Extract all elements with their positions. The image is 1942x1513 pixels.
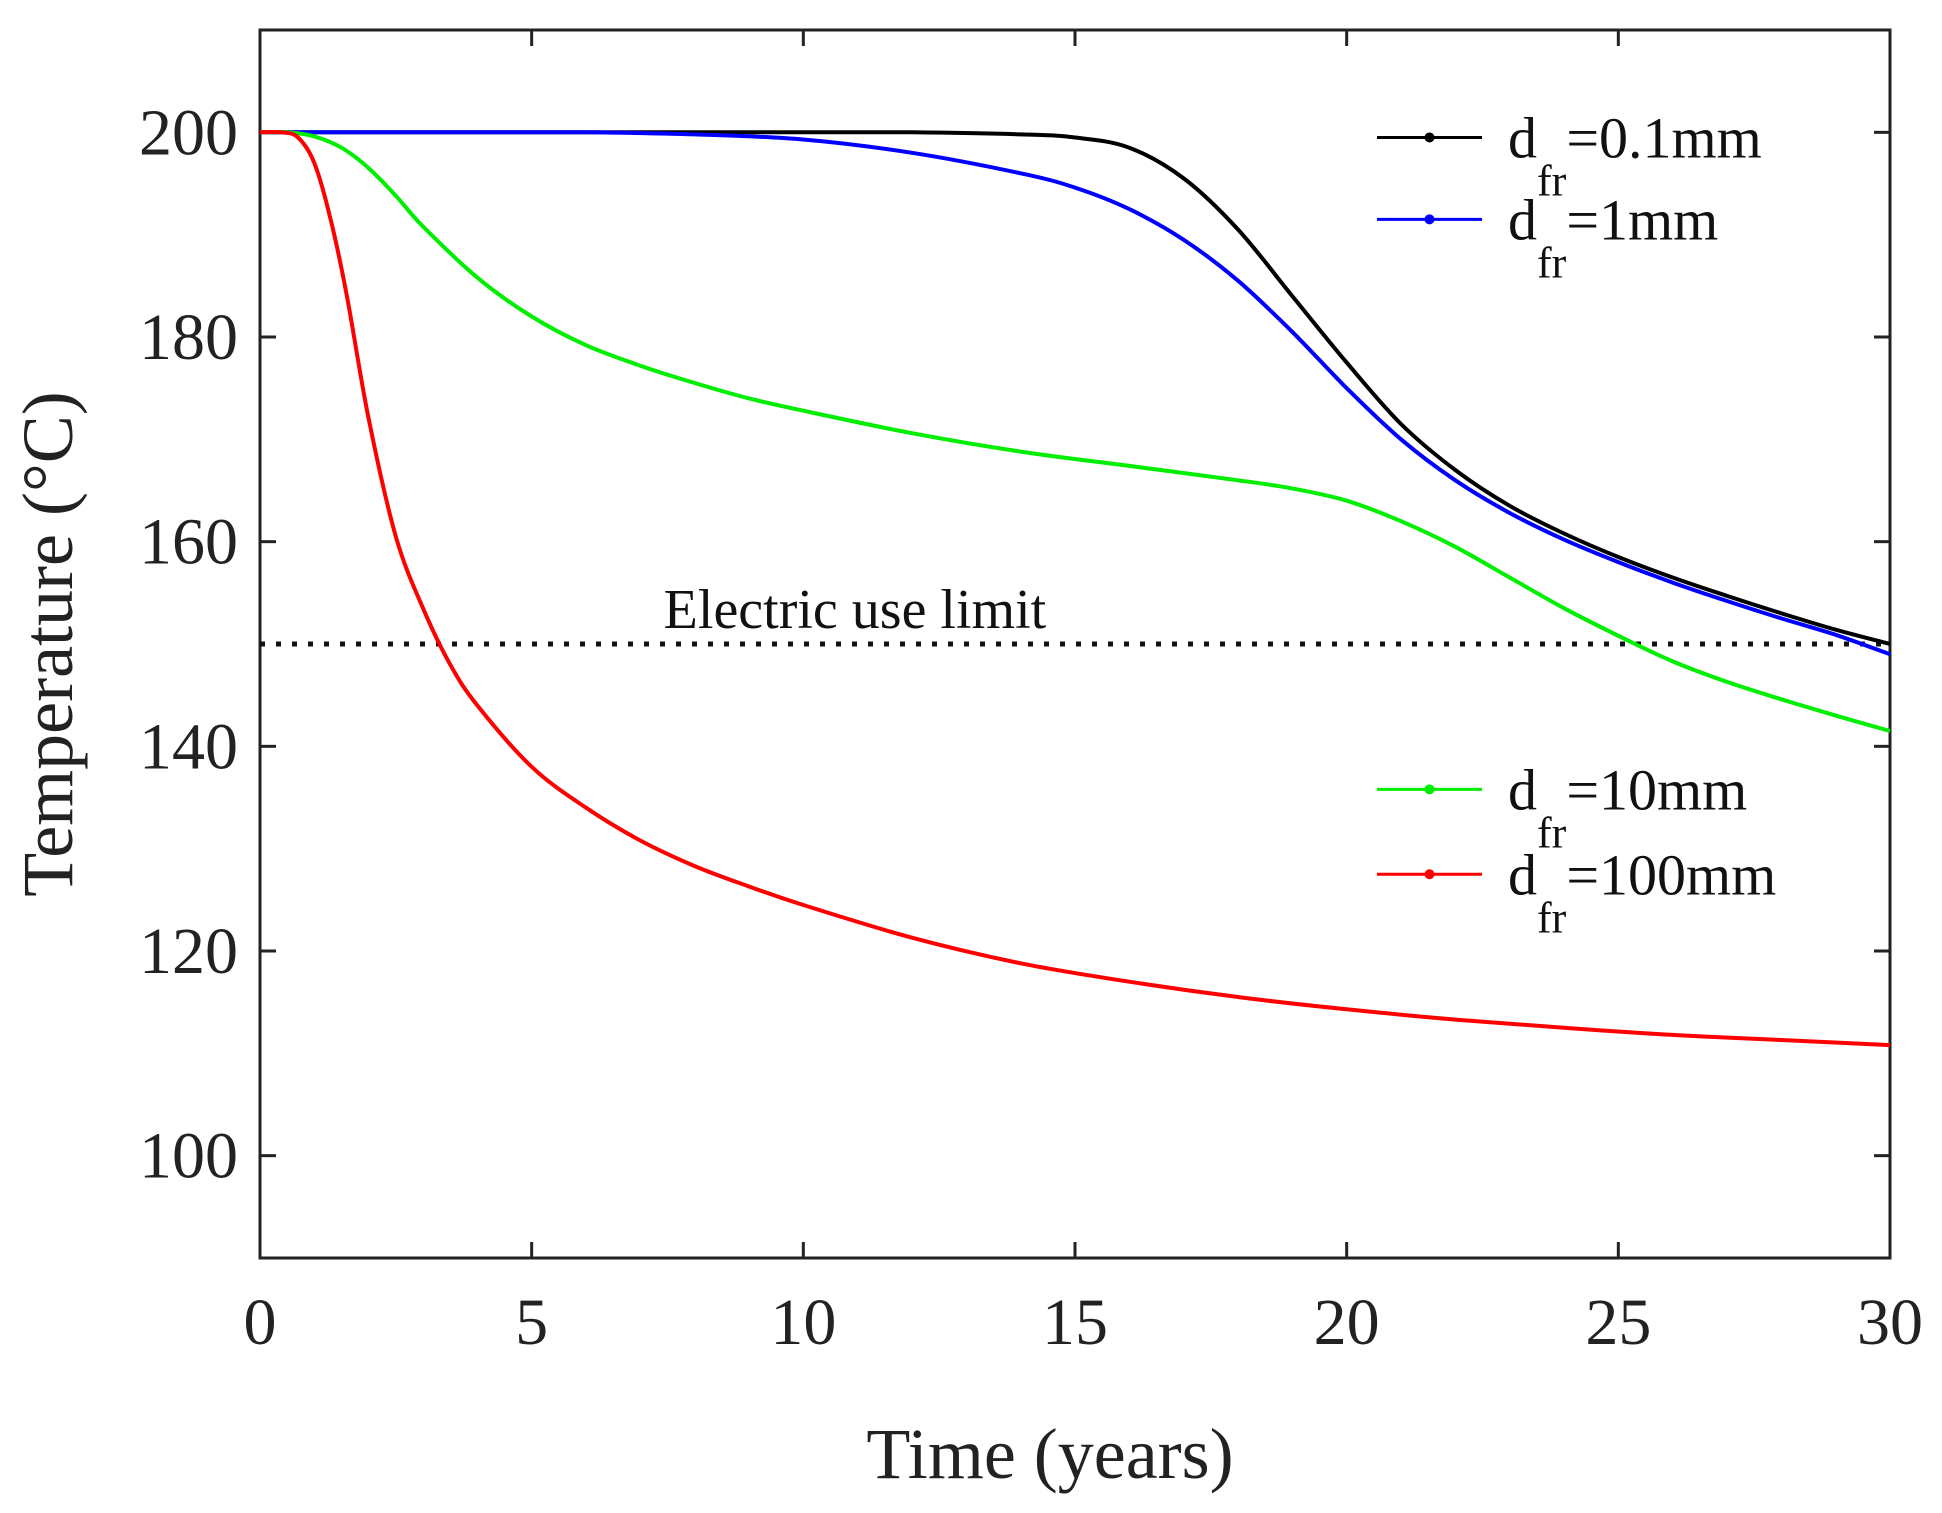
- x-tick-label: 10: [770, 1286, 836, 1359]
- legend-marker: [1424, 869, 1435, 880]
- legend-marker: [1424, 214, 1435, 225]
- x-tick-label: 20: [1314, 1286, 1380, 1359]
- x-tick-label: 5: [515, 1286, 548, 1359]
- legend-marker: [1424, 132, 1435, 143]
- legend-label: dfr=10mm: [1508, 757, 1747, 857]
- x-tick-label: 15: [1042, 1286, 1108, 1359]
- x-tick-label: 25: [1585, 1286, 1651, 1359]
- reference-line-group: Electric use limit: [260, 579, 1890, 647]
- legend-marker: [1424, 784, 1435, 795]
- series-line-3: [259, 129, 1891, 1048]
- electric-use-limit-label: Electric use limit: [664, 579, 1047, 641]
- legend-entry-3: dfr=100mm: [1377, 842, 1776, 942]
- y-tick-label: 100: [139, 1120, 238, 1193]
- y-tick-label: 120: [139, 915, 238, 988]
- legend-entry-0: dfr=0.1mm: [1377, 105, 1762, 205]
- axis-tick-labels: 0 5 10 15 20 25 30 100 120 140 160 180 200: [139, 96, 1923, 1359]
- y-axis-title: Temperature (°C): [8, 391, 88, 897]
- series-lines: [259, 129, 1891, 1048]
- legend-entry-2: dfr=10mm: [1377, 757, 1747, 857]
- y-tick-label: 180: [139, 301, 238, 374]
- x-axis-title: Time (years): [866, 1414, 1233, 1494]
- x-tick-label: 30: [1857, 1286, 1923, 1359]
- series-line-2: [259, 130, 1891, 733]
- y-tick-label: 160: [139, 506, 238, 579]
- y-tick-label: 200: [139, 96, 238, 169]
- series-line-1: [260, 130, 1891, 657]
- y-tick-label: 140: [139, 710, 238, 783]
- legend-label: dfr=1mm: [1508, 187, 1718, 287]
- legend-entry-1: dfr=1mm: [1377, 187, 1718, 287]
- x-tick-label: 0: [244, 1286, 277, 1359]
- legend-label: dfr=0.1mm: [1508, 105, 1762, 205]
- axis-ticks: [258, 30, 1892, 1258]
- legend-label: dfr=100mm: [1508, 842, 1776, 942]
